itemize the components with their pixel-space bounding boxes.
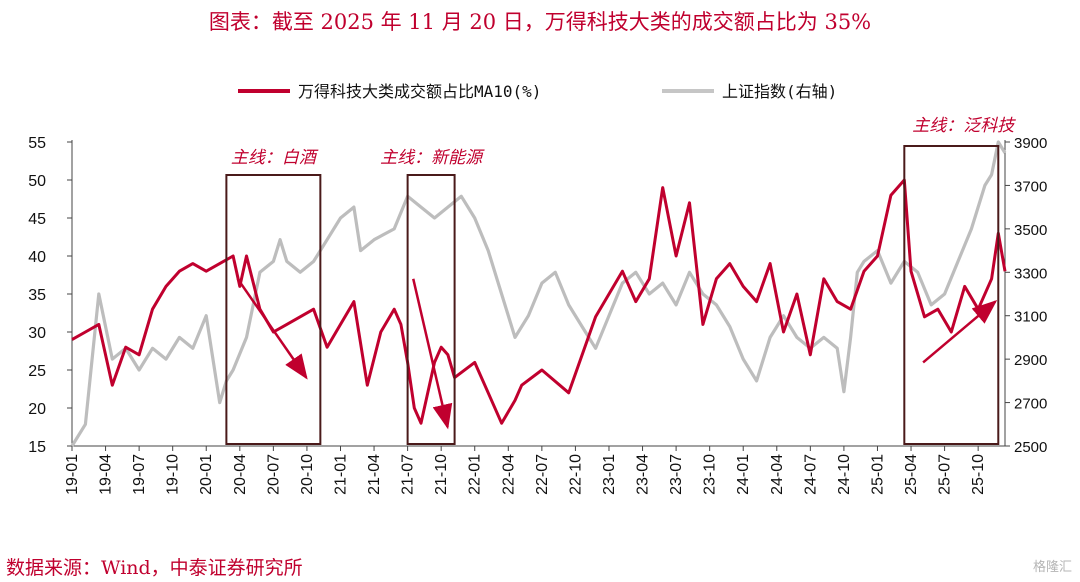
line-shanghai-index: [70, 140, 1007, 447]
chart-title: 图表：截至 2025 年 11 月 20 日，万得科技大类的成交额占比为 35%: [208, 10, 872, 34]
x-tick-label: 20-01: [198, 454, 215, 495]
highlight-box: [903, 145, 1000, 445]
x-tick-label: 21-07: [400, 454, 417, 495]
y-tick-label-left: 15: [28, 439, 46, 456]
x-tick-label: 19-10: [165, 454, 182, 495]
y-tick-label-left: 30: [28, 325, 46, 342]
x-tick-label: 21-01: [332, 454, 349, 495]
legend-label-index: 上证指数(右轴): [722, 82, 837, 101]
x-tick-label: 19-07: [131, 454, 148, 495]
x-tick-label: 24-01: [735, 454, 752, 495]
x-tick-label: 23-10: [702, 454, 719, 495]
x-tick-label: 25-04: [903, 454, 920, 495]
y-tick-label-left: 45: [28, 211, 46, 228]
y-tick-label-left: 25: [28, 363, 46, 380]
x-tick-label: 25-07: [937, 454, 954, 495]
axes: 15 20 25 30 35 40 45 50 55 2500 2700 2900 3100 3300 35…: [28, 135, 1047, 495]
y-tick-label-right: 3300: [1014, 265, 1047, 282]
annotation-label: 主线：新能源: [380, 148, 485, 168]
y-tick-label-right: 2900: [1014, 352, 1047, 369]
x-tick-label: 24-07: [802, 454, 819, 495]
annotation-label: 主线：白酒: [231, 148, 319, 168]
chart-area: 万得科技大类成交额占比MA10(%) 上证指数(右轴) 15 20 25 30 35 40…: [28, 82, 1047, 495]
y-tick-label-right: 2500: [1014, 439, 1047, 456]
x-tick-label: 19-04: [98, 454, 115, 495]
x-tick-label: 22-10: [567, 454, 584, 495]
x-tick-label: 21-04: [366, 454, 383, 495]
y-tick-label-left: 50: [28, 173, 46, 190]
trend-arrow: [412, 278, 453, 430]
source-note: 数据来源：Wind，中泰证券研究所: [6, 557, 303, 579]
trend-arrow: [922, 299, 998, 364]
x-tick-label: 23-04: [635, 454, 652, 495]
watermark: 格隆汇: [1032, 560, 1072, 575]
y-tick-label-left: 40: [28, 249, 46, 266]
x-tick-label: 23-07: [668, 454, 685, 495]
annotations: 主线：白酒 主线：新能源 主线：泛科技: [225, 116, 1016, 445]
y-tick-label-right: 2700: [1014, 396, 1047, 413]
legend-label-tech: 万得科技大类成交额占比MA10(%): [298, 82, 541, 101]
x-tick-label: 23-01: [601, 454, 618, 495]
y-tick-label-left: 35: [28, 287, 46, 304]
line-tech-turnover-share: [71, 178, 1007, 425]
x-tick-label: 20-04: [232, 454, 249, 495]
y-tick-label-left: 20: [28, 401, 46, 418]
highlight-box: [406, 174, 456, 445]
x-tick-label: 25-01: [869, 454, 886, 495]
x-tick-label: 22-04: [500, 454, 517, 495]
highlight-box: [225, 174, 322, 445]
annotation-label: 主线：泛科技: [912, 116, 1016, 136]
x-tick-label: 25-10: [970, 454, 987, 495]
series-tech: [71, 178, 1007, 425]
x-tick-label: 19-01: [64, 454, 81, 495]
x-tick-label: 22-07: [534, 454, 551, 495]
x-tick-label: 22-01: [467, 454, 484, 495]
x-tick-label: 21-10: [433, 454, 450, 495]
y-tick-label-right: 3100: [1014, 309, 1047, 326]
series-index: [70, 140, 1007, 447]
legend: 万得科技大类成交额占比MA10(%) 上证指数(右轴): [238, 82, 837, 101]
y-tick-label-right: 3700: [1014, 178, 1047, 195]
y-tick-label-right: 3900: [1014, 135, 1047, 152]
y-tick-label-left: 55: [28, 135, 46, 152]
x-tick-label: 20-07: [265, 454, 282, 495]
trend-arrow: [236, 278, 308, 380]
x-tick-label: 24-10: [836, 454, 853, 495]
x-tick-label: 20-10: [299, 454, 316, 495]
y-tick-label-right: 3500: [1014, 222, 1047, 239]
x-tick-label: 24-04: [769, 454, 786, 495]
